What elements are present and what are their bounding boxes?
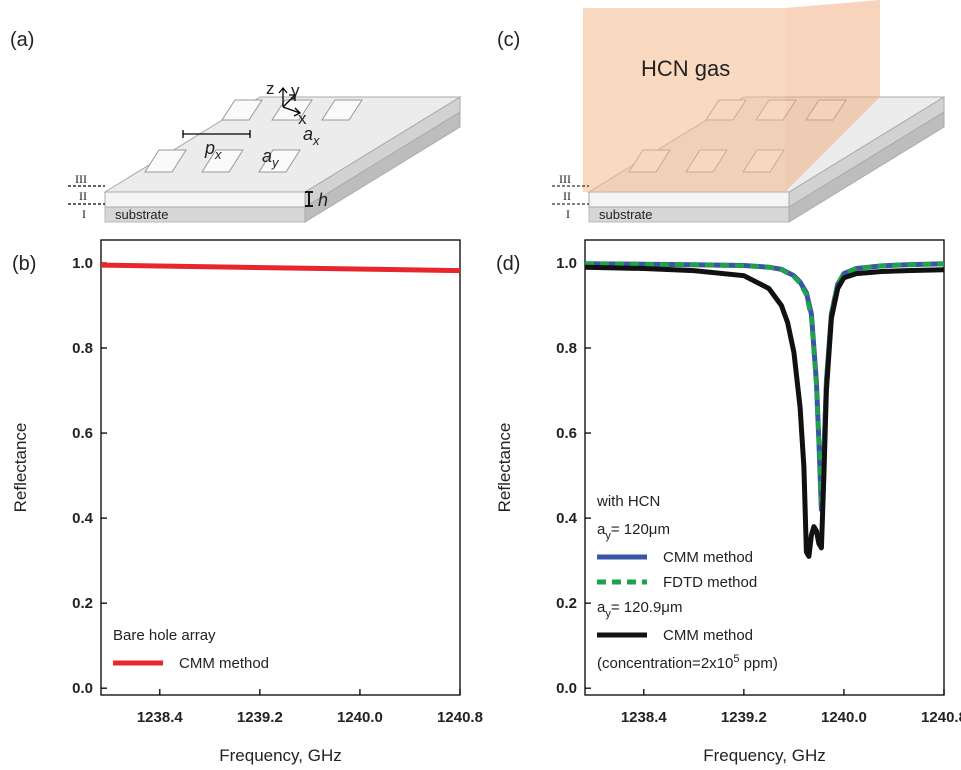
panel-label: (b) xyxy=(12,253,36,275)
axes-arrows xyxy=(68,86,313,207)
series-line xyxy=(101,262,460,274)
legend-label: CMM method xyxy=(663,627,753,644)
x-tick-label: 1239.2 xyxy=(721,709,767,726)
diagram-a: (a) z y x px ay ax h III II I substrate xyxy=(10,29,462,223)
label-part: a xyxy=(597,599,606,616)
y-axis-label: Reflectance xyxy=(11,423,30,513)
slab-front xyxy=(588,191,790,208)
legend-title: with HCN xyxy=(596,493,660,510)
series-line xyxy=(585,261,944,504)
layer-label: II xyxy=(79,189,87,203)
label-base: a xyxy=(303,124,313,144)
y-tick-label: 0.2 xyxy=(72,595,93,612)
axis-x: x xyxy=(298,109,307,128)
gas-side xyxy=(785,0,880,192)
x-tick-label: 1240.8 xyxy=(437,709,483,726)
plot-frame xyxy=(100,239,461,696)
panel-label: (c) xyxy=(497,29,520,51)
layer-label: II xyxy=(563,189,571,203)
label-px: px xyxy=(204,138,222,162)
y-tick-label: 0.8 xyxy=(72,340,93,357)
slab-front xyxy=(104,191,306,208)
y-tick-label: 0.4 xyxy=(556,510,578,527)
label-part: 5 xyxy=(733,653,739,665)
layer-label: III xyxy=(559,172,571,186)
x-axis-label: Frequency, GHz xyxy=(219,746,342,765)
panel-label: (a) xyxy=(10,29,34,51)
y-tick-label: 0.4 xyxy=(72,510,94,527)
x-tick-label: 1238.4 xyxy=(137,709,184,726)
y-tick-label: 0.0 xyxy=(556,680,577,697)
label-base: p xyxy=(204,138,215,158)
legend-label: CMM method xyxy=(179,655,269,672)
x-tick-label: 1240.0 xyxy=(337,709,383,726)
label-sub: x xyxy=(312,133,320,148)
y-tick-label: 1.0 xyxy=(72,255,93,272)
label-part: y xyxy=(605,608,611,620)
x-axis-label: Frequency, GHz xyxy=(703,746,826,765)
x-tick-label: 1238.4 xyxy=(621,709,668,726)
y-tick-label: 1.0 xyxy=(556,255,577,272)
label-part: = 120μm xyxy=(611,521,670,538)
label-part: a xyxy=(597,521,606,538)
layer-lines xyxy=(552,185,589,205)
legend-label: ay= 120μm xyxy=(597,521,670,542)
y-tick-label: 0.6 xyxy=(556,425,577,442)
x-tick-label: 1240.0 xyxy=(821,709,867,726)
label-part: y xyxy=(605,530,611,542)
layer-label: I xyxy=(82,207,86,221)
series-line xyxy=(585,264,944,559)
y-tick-label: 0.2 xyxy=(556,595,577,612)
label-ay: ay xyxy=(262,146,280,170)
panel-label: (d) xyxy=(496,253,520,275)
plot-frame xyxy=(584,239,945,696)
label-part: = 120.9μm xyxy=(611,599,683,616)
label-sub: y xyxy=(271,155,280,170)
label-h: h xyxy=(318,190,328,210)
legend-label: (concentration=2x105 ppm) xyxy=(597,653,778,672)
legend-label: ay= 120.9μm xyxy=(597,599,682,620)
gas-front xyxy=(583,8,785,192)
axis-y: y xyxy=(291,81,300,100)
substrate-label: substrate xyxy=(115,207,168,222)
substrate-label: substrate xyxy=(599,207,652,222)
legend-label: FDTD method xyxy=(663,574,757,591)
label-part: (concentration=2x10 xyxy=(597,655,733,672)
axis-z: z xyxy=(266,79,275,98)
y-tick-label: 0.0 xyxy=(72,680,93,697)
label-ax: ax xyxy=(303,124,320,148)
diagram-c: (c) HCN gas III II I substrate xyxy=(497,0,946,223)
y-tick-label: 0.8 xyxy=(556,340,577,357)
label-base: a xyxy=(262,146,272,166)
label-part: ppm) xyxy=(739,655,777,672)
x-tick-label: 1239.2 xyxy=(237,709,283,726)
x-tick-label: 1240.8 xyxy=(921,709,961,726)
label-sub: x xyxy=(214,147,222,162)
legend-label: CMM method xyxy=(663,549,753,566)
series-line xyxy=(585,261,944,513)
layer-label: III xyxy=(75,172,87,186)
legend-title: Bare hole array xyxy=(113,627,216,644)
slab-top xyxy=(103,96,462,193)
gas-label: HCN gas xyxy=(641,56,730,81)
y-axis-label: Reflectance xyxy=(495,423,514,513)
y-tick-label: 0.6 xyxy=(72,425,93,442)
layer-label: I xyxy=(566,207,570,221)
